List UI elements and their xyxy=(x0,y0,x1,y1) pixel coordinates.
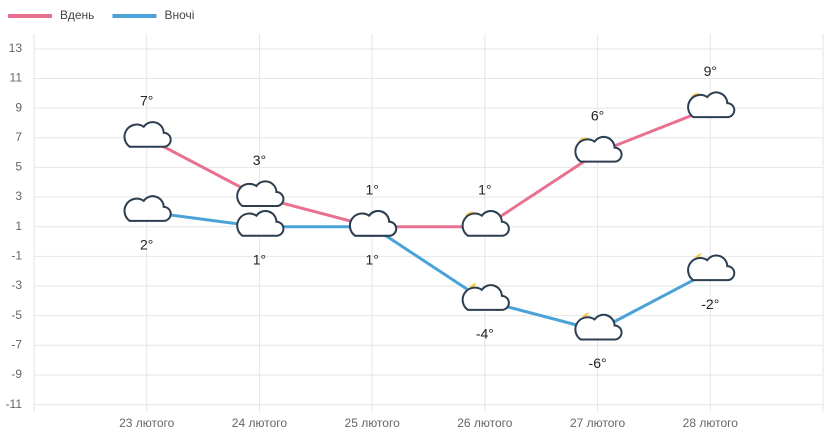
cloud xyxy=(236,210,285,237)
cloud xyxy=(574,135,623,163)
y-tick-label: 11 xyxy=(10,71,23,85)
y-tick-label: 7 xyxy=(15,130,22,144)
cloud xyxy=(461,284,510,311)
value-label: 1° xyxy=(253,251,266,267)
x-tick-label: 28 лютого xyxy=(683,416,739,430)
legend-label: Вночі xyxy=(164,8,194,22)
cloud xyxy=(461,210,510,237)
value-label: 1° xyxy=(365,251,378,267)
value-label: 6° xyxy=(591,107,604,123)
y-tick-label: 13 xyxy=(9,41,23,55)
y-tick-label: -5 xyxy=(11,308,22,322)
cloud xyxy=(687,254,736,282)
value-label: 3° xyxy=(253,152,266,168)
value-label: -2° xyxy=(701,296,719,312)
cloud xyxy=(236,180,285,208)
weather-icon xyxy=(461,282,510,311)
cloud xyxy=(348,210,398,237)
x-tick-label: 26 лютого xyxy=(457,416,513,430)
weather-icon xyxy=(236,210,285,237)
x-tick-label: 23 лютого xyxy=(119,416,175,430)
weather-icon xyxy=(461,210,510,237)
weather-icon xyxy=(348,210,398,237)
weather-icon xyxy=(123,121,172,148)
x-tick-label: 27 лютого xyxy=(570,416,626,430)
y-tick-label: 1 xyxy=(15,219,22,233)
weather-icon xyxy=(574,312,623,341)
series-line xyxy=(146,210,711,333)
y-tick-label: -7 xyxy=(11,337,22,351)
cloud xyxy=(574,313,623,341)
weather-icon xyxy=(574,135,623,163)
y-tick-label: -3 xyxy=(11,278,22,292)
weather-icon xyxy=(123,195,172,222)
cloud xyxy=(687,91,736,119)
y-tick-label: 9 xyxy=(15,100,22,114)
value-label: 1° xyxy=(365,181,378,197)
y-tick-label: -9 xyxy=(11,367,22,381)
weather-icon xyxy=(236,180,285,208)
value-label: -4° xyxy=(476,326,494,342)
value-label: 2° xyxy=(140,237,153,253)
cloud xyxy=(123,121,172,148)
weather-icon xyxy=(687,91,736,119)
y-tick-label: 5 xyxy=(15,160,22,174)
value-label: -6° xyxy=(589,355,607,371)
weather-icon xyxy=(687,253,736,282)
cloud xyxy=(123,195,172,222)
legend-label: Вдень xyxy=(60,8,94,22)
y-tick-label: -1 xyxy=(11,249,22,263)
value-label: 9° xyxy=(704,63,717,79)
x-tick-label: 25 лютого xyxy=(345,416,401,430)
value-label: 7° xyxy=(140,92,153,108)
x-tick-label: 24 лютого xyxy=(232,416,288,430)
value-label: 1° xyxy=(478,181,491,197)
y-tick-label: -11 xyxy=(6,397,23,411)
y-tick-label: 3 xyxy=(15,189,22,203)
